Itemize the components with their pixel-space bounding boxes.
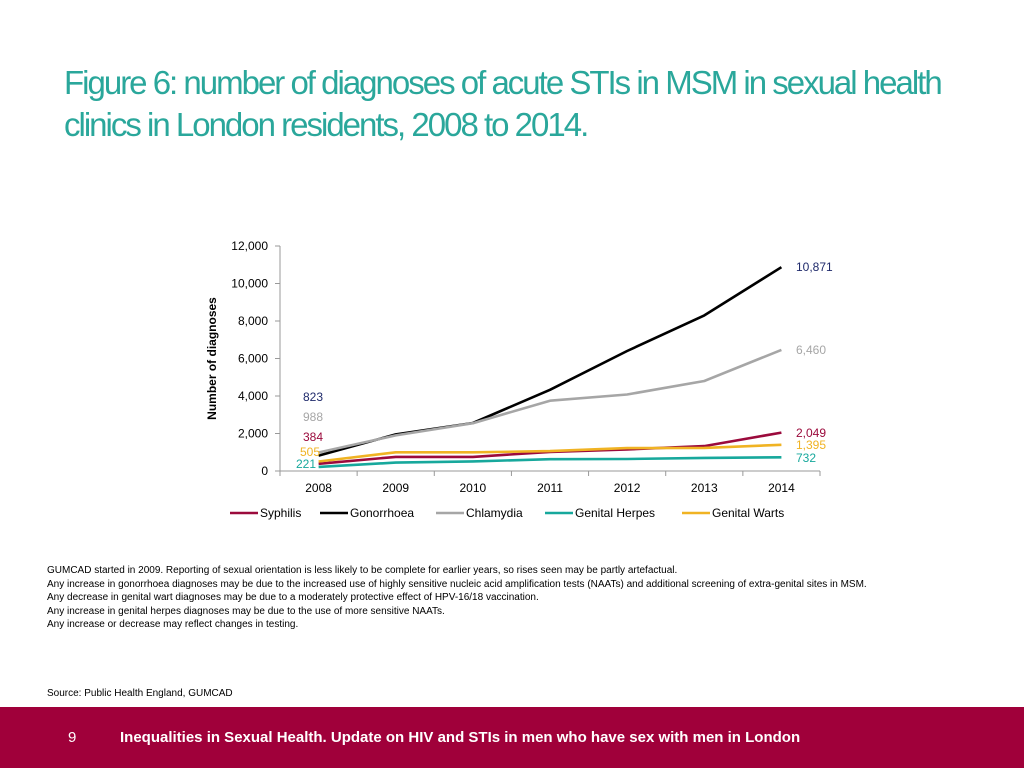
- footer-title: Inequalities in Sexual Health. Update on…: [120, 729, 801, 746]
- data-label-start: 384: [303, 430, 323, 444]
- data-label-start: 823: [303, 390, 323, 404]
- data-label-end: 6,460: [796, 343, 826, 357]
- page-title: Figure 6: number of diagnoses of acute S…: [64, 64, 943, 143]
- y-tick-label: 8,000: [238, 314, 268, 328]
- data-label-start: 988: [303, 410, 323, 424]
- y-axis-label: Number of diagnoses: [205, 297, 219, 420]
- y-tick-label: 6,000: [238, 352, 268, 366]
- line-chart: 0 2,000 4,000 6,000 8,000 10,000 12,000 2008 200…: [205, 239, 833, 520]
- footer-bar: 9 Inequalities in Sexual Health. Update …: [0, 707, 1024, 768]
- x-tick-label: 2009: [382, 481, 409, 495]
- chart-notes: GUMCAD started in 2009. Reporting of sex…: [47, 564, 977, 632]
- y-tick-label: 4,000: [238, 389, 268, 403]
- x-tick-label: 2008: [305, 481, 332, 495]
- series-line-genital-warts: [318, 443, 782, 463]
- series-line-genital-herpes: [318, 456, 782, 469]
- legend-label: Chlamydia: [466, 506, 523, 520]
- data-label-start: 221: [296, 457, 316, 471]
- chart-lines: [318, 266, 783, 469]
- series-line-gonorrhoea: [318, 266, 783, 457]
- x-tick-label: 2011: [537, 481, 563, 495]
- chart-legend: Syphilis Gonorrhoea Chlamydia Genital Herpe…: [230, 506, 784, 520]
- legend-label: Genital Herpes: [575, 506, 655, 520]
- data-label-end: 1,395: [796, 438, 826, 452]
- page-number: 9: [68, 729, 77, 746]
- y-tick-label: 10,000: [231, 277, 268, 291]
- y-tick-label: 2,000: [238, 427, 268, 441]
- note-4: Any increase in genital herpes diagnoses…: [47, 605, 445, 617]
- x-tick-label: 2013: [691, 481, 718, 495]
- x-tick-label: 2014: [768, 481, 795, 495]
- legend-label: Gonorrhoea: [350, 506, 414, 520]
- y-tick-label: 12,000: [231, 239, 268, 253]
- data-label-end: 732: [796, 451, 816, 465]
- data-label-end: 10,871: [796, 260, 833, 274]
- source-note: Source: Public Health England, GUMCAD: [47, 688, 233, 699]
- data-label-start: 505: [300, 445, 320, 459]
- note-1: GUMCAD started in 2009. Reporting of sex…: [47, 565, 678, 576]
- x-tick-label: 2010: [460, 481, 487, 495]
- x-tick-label: 2012: [614, 481, 641, 495]
- note-5: Any increase or decrease may reflect cha…: [47, 619, 299, 630]
- note-3: Any decrease in genital wart diagnoses m…: [47, 592, 539, 603]
- chart-data-labels: 384 2,049 823 10,871 988 6,460 221 732 505 1,395: [296, 260, 833, 471]
- legend-label: Syphilis: [260, 506, 301, 520]
- note-2: Any increase in gonorrhoea diagnoses may…: [47, 578, 867, 590]
- series-line-chlamydia: [318, 348, 782, 454]
- data-label-end: 2,049: [796, 426, 826, 440]
- legend-label: Genital Warts: [712, 506, 784, 520]
- chart-axes: 0 2,000 4,000 6,000 8,000 10,000 12,000 2008 200…: [205, 239, 821, 495]
- y-tick-label: 0: [261, 464, 268, 478]
